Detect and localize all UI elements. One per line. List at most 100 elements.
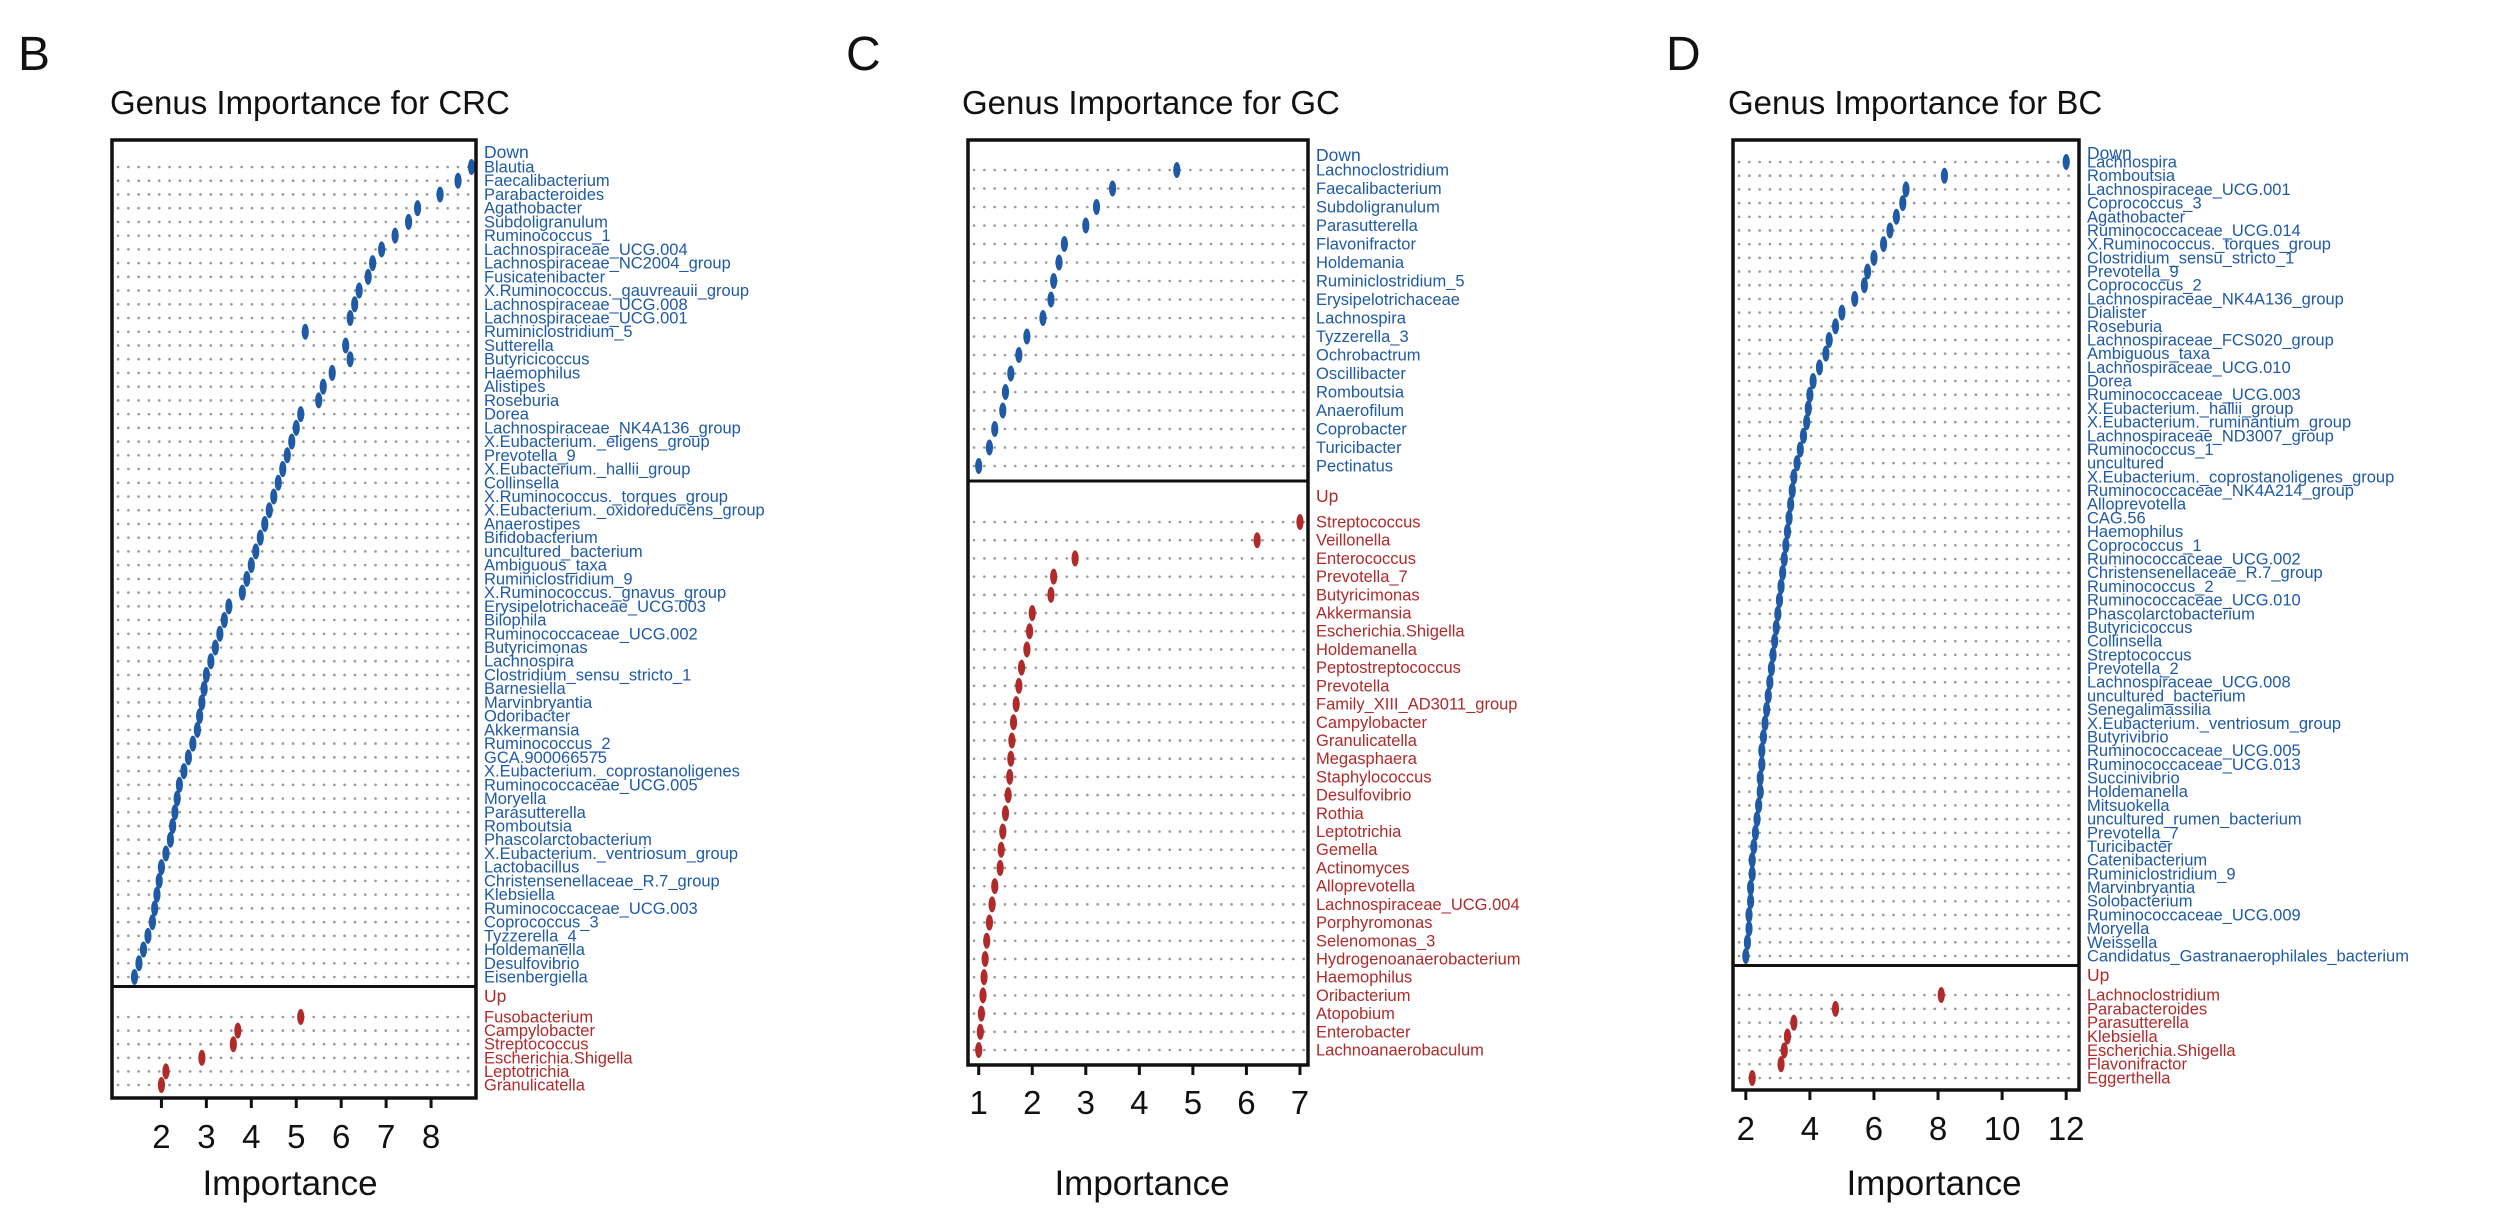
importance-point-desulfovibrio [1004, 787, 1012, 804]
importance-point-parasutterella [1082, 217, 1090, 234]
genus-label-pectinatus: Pectinatus [1316, 458, 1393, 476]
importance-point-succinivibrio [1756, 770, 1764, 787]
importance-point-anaerostipes [261, 515, 269, 532]
importance-point-prevotella-7 [1050, 568, 1058, 585]
importance-point-lachnospiraceae-ucg-001 [1902, 181, 1910, 198]
genus-label-escherichia-shigella: Escherichia.Shigella [2087, 1042, 2236, 1060]
genus-label-marvinbryantia: Marvinbryantia [2087, 879, 2196, 897]
genus-label-parasutterella: Parasutterella [1316, 217, 1419, 235]
genus-label-x-eubacterium-ruminantium-group: X.Eubacterium._ruminantium_group [2087, 414, 2351, 432]
importance-point-dorea [297, 406, 305, 423]
genus-label-alloprevotella: Alloprevotella [1316, 878, 1416, 896]
genus-label-rothia: Rothia [1316, 805, 1365, 823]
importance-point-eisenbergiella [130, 969, 139, 985]
importance-point-ruminiclostridium-5 [301, 323, 309, 340]
importance-point-streptococcus [1769, 646, 1777, 663]
x-tick-label: 2 [1737, 1110, 1755, 1147]
importance-point-veillonella [1253, 532, 1261, 549]
importance-point-lachnospiraceae-nk4a136-group [1851, 290, 1859, 307]
genus-label-haemophilus: Haemophilus [2087, 523, 2183, 541]
genus-label-uncultured: uncultured [2087, 455, 2164, 473]
genus-label-candidatus-gastranaerophilales-bacterium: Candidatus_Gastranaerophilales_bacterium [2087, 948, 2409, 966]
group-header-up: Up [1316, 486, 1338, 506]
importance-point-lachnospiraceae-ucg-008 [1766, 674, 1774, 691]
x-axis-label: Importance [202, 1164, 377, 1203]
genus-label-odoribacter: Odoribacter [484, 708, 571, 726]
genus-label-romboutsia: Romboutsia [2087, 167, 2176, 185]
importance-point-phascolarctobacterium [166, 831, 175, 848]
genus-label-dorea: Dorea [2087, 373, 2133, 391]
importance-point-butyricimonas [1047, 586, 1055, 603]
importance-point-oribacterium [979, 987, 987, 1004]
x-tick-label: 8 [422, 1118, 440, 1155]
genus-label-streptococcus: Streptococcus [1316, 514, 1421, 532]
genus-label-ruminiclostridium-9: Ruminiclostridium_9 [484, 570, 633, 588]
importance-point-uncultured-rumen-bacterium [1753, 811, 1761, 828]
importance-point-erysipelotrichaceae-ucg-003 [225, 598, 233, 615]
importance-point-akkermansia [193, 721, 201, 738]
importance-point-lachnospiraceae-nk4a136-group [292, 419, 300, 436]
importance-point-porphyromonas [985, 914, 994, 931]
importance-point-lachnospiraceae-ucg-008 [351, 296, 359, 313]
importance-point-romboutsia [1001, 384, 1010, 400]
genus-label-dorea: Dorea [484, 406, 530, 424]
importance-point-haemophilus [1783, 523, 1792, 540]
genus-label-parasutterella: Parasutterella [2087, 1014, 2190, 1032]
importance-point-cag-56 [1785, 509, 1793, 526]
importance-point-ruminococcaceae-ucg-005 [1758, 742, 1766, 759]
importance-point-collinsella [274, 474, 282, 491]
genus-label-prevotella-7: Prevotella_7 [1316, 568, 1408, 586]
importance-point-moryella [173, 790, 181, 807]
importance-point-akkermansia [1028, 605, 1036, 622]
importance-point-coprococcus-3 [1899, 195, 1907, 212]
x-tick-label: 6 [332, 1118, 350, 1155]
genus-label-hydrogenoanaerobacterium: Hydrogenoanaerobacterium [1316, 950, 1521, 968]
panel-crc: B Genus Importance for CRC DownBlautiaFaec… [18, 28, 765, 1203]
importance-point-selenomonas-3 [983, 932, 991, 949]
importance-point-subdoligranulum [404, 213, 413, 230]
importance-point-gemella [997, 841, 1005, 858]
importance-point-marvinbryantia [1747, 879, 1755, 896]
genus-label-ruminococcus-2: Ruminococcus_2 [484, 735, 611, 753]
importance-point-x-ruminococcus-torques-group [270, 488, 278, 505]
importance-point-rothia [1001, 805, 1010, 822]
importance-point-romboutsia [1940, 167, 1949, 184]
genus-label-ruminococcaceae-nk4a214-group: Ruminococcaceae_NK4A214_group [2087, 482, 2354, 500]
importance-point-megasphaera [1007, 750, 1015, 767]
importance-point-subdoligranulum [1092, 199, 1101, 215]
importance-point-oscillibacter [1007, 365, 1015, 382]
importance-point-ruminococcus-1 [391, 227, 399, 244]
importance-point-marvinbryantia [198, 694, 206, 711]
genus-label-tyzzerella-4: Tyzzerella_4 [484, 927, 577, 945]
importance-point-solobacterium [1747, 893, 1755, 910]
importance-point-x-ruminococcus-gnavus-group [238, 584, 246, 601]
importance-point-butyrivibrio [1759, 728, 1768, 745]
genus-label-ruminiclostridium-5: Ruminiclostridium_5 [1316, 273, 1465, 291]
genus-label-klebsiella: Klebsiella [484, 886, 555, 904]
importance-point-ruminiclostridium-5 [1050, 273, 1058, 289]
importance-point-lachnoanaerobaculum [975, 1042, 983, 1058]
genus-label-romboutsia: Romboutsia [1316, 384, 1405, 402]
genus-label-coprococcus-1: Coprococcus_1 [2087, 537, 2202, 555]
genus-label-lachnoclostridium: Lachnoclostridium [1316, 162, 1449, 180]
importance-point-turicibacter [1750, 838, 1758, 855]
genus-label-x-ruminococcus-torques-group: X.Ruminococcus._torques_group [2087, 236, 2331, 254]
importance-point-holdemanella [139, 941, 148, 958]
importance-point-ruminiclostridium-9 [1748, 865, 1756, 882]
x-tick-label: 2 [152, 1118, 170, 1155]
genus-label-prevotella-9: Prevotella_9 [484, 447, 576, 465]
genus-label-marvinbryantia: Marvinbryantia [484, 694, 593, 712]
importance-point-coprococcus-1 [1782, 537, 1790, 554]
x-tick-label: 5 [1184, 1084, 1202, 1121]
x-tick-label: 3 [1077, 1084, 1095, 1121]
importance-point-ruminococcus-1 [1796, 441, 1804, 458]
importance-point-dorea [1809, 373, 1817, 390]
importance-point-clostridium-sensu-stricto-1 [1870, 249, 1878, 266]
genus-label-subdoligranulum: Subdoligranulum [1316, 199, 1440, 217]
importance-point-barnesiella [200, 680, 208, 697]
importance-point-leptotrichia [999, 823, 1007, 840]
x-axis-label: Importance [1054, 1164, 1229, 1203]
x-tick-label: 10 [1984, 1110, 2021, 1147]
genus-label-faecalibacterium: Faecalibacterium [484, 172, 610, 190]
genus-label-lachnospiraceae-ucg-004: Lachnospiraceae_UCG.004 [484, 241, 688, 259]
